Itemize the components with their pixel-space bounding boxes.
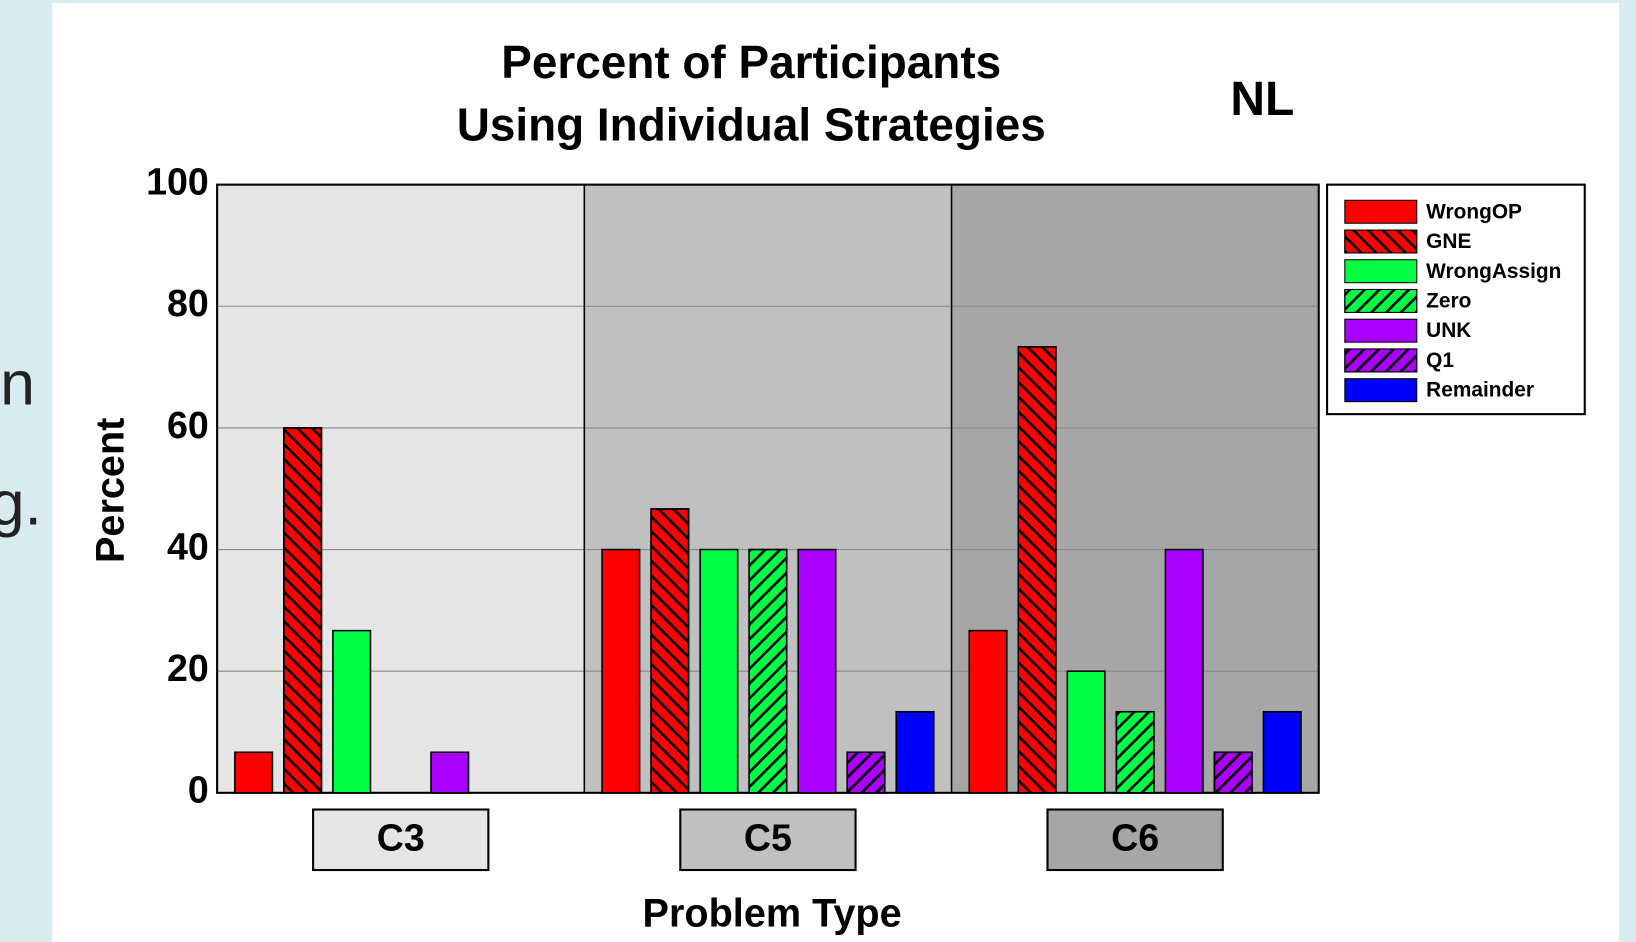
bar	[234, 751, 274, 794]
legend-label: Q1	[1426, 349, 1454, 372]
bar	[1066, 670, 1106, 794]
chart-title: Percent of Participants	[501, 36, 1001, 88]
chart-title: Using Individual Strategies	[457, 98, 1046, 150]
legend-swatch-hatch	[1344, 348, 1418, 373]
bar	[968, 629, 1008, 794]
legend-swatch	[1344, 378, 1418, 403]
legend-label: GNE	[1426, 230, 1471, 253]
bar	[332, 629, 372, 794]
category-box	[1046, 808, 1224, 872]
x-tick-label: C3	[377, 817, 425, 859]
y-axis-label: Percent	[88, 418, 132, 563]
legend-label: WrongAssign	[1426, 260, 1561, 283]
legend-swatch	[1344, 259, 1418, 284]
legend-label: UNK	[1426, 319, 1471, 342]
x-axis-label: Problem Type	[643, 891, 902, 935]
legend-label: Zero	[1426, 290, 1471, 313]
bar	[601, 548, 641, 794]
bar	[895, 710, 935, 794]
legend-label: Remainder	[1426, 379, 1534, 402]
bar-hatch	[1115, 710, 1155, 794]
bar-hatch	[650, 508, 690, 794]
legend-swatch-hatch	[1344, 229, 1418, 254]
x-tick-label: C6	[1111, 817, 1159, 859]
bar-hatch	[748, 548, 788, 794]
bar-hatch	[283, 427, 323, 794]
bar	[797, 548, 837, 794]
x-tick-label: C5	[744, 817, 792, 859]
group-background	[951, 184, 1319, 793]
y-tick-label: 60	[167, 404, 209, 446]
bar	[699, 548, 739, 794]
legend-swatch	[1344, 318, 1418, 343]
y-tick-label: 20	[167, 647, 209, 689]
y-tick-label: 0	[188, 769, 209, 811]
legend-swatch-hatch	[1344, 288, 1418, 313]
bar-hatch	[1017, 346, 1057, 794]
side-text: n	[0, 349, 35, 419]
legend-label: WrongOP	[1426, 200, 1522, 223]
category-box	[679, 808, 857, 872]
bar	[1262, 710, 1302, 794]
bar	[430, 751, 470, 794]
bar	[1164, 548, 1204, 794]
category-box	[312, 808, 490, 872]
y-tick-label: 100	[146, 161, 209, 203]
side-text: g.	[0, 469, 42, 539]
legend-swatch	[1344, 199, 1418, 224]
bar-hatch	[1213, 751, 1253, 794]
y-tick-label: 40	[167, 525, 209, 567]
y-tick-label: 80	[167, 282, 209, 324]
bar-hatch	[846, 751, 886, 794]
annotation: NL	[1230, 73, 1294, 126]
group-background	[217, 184, 585, 793]
